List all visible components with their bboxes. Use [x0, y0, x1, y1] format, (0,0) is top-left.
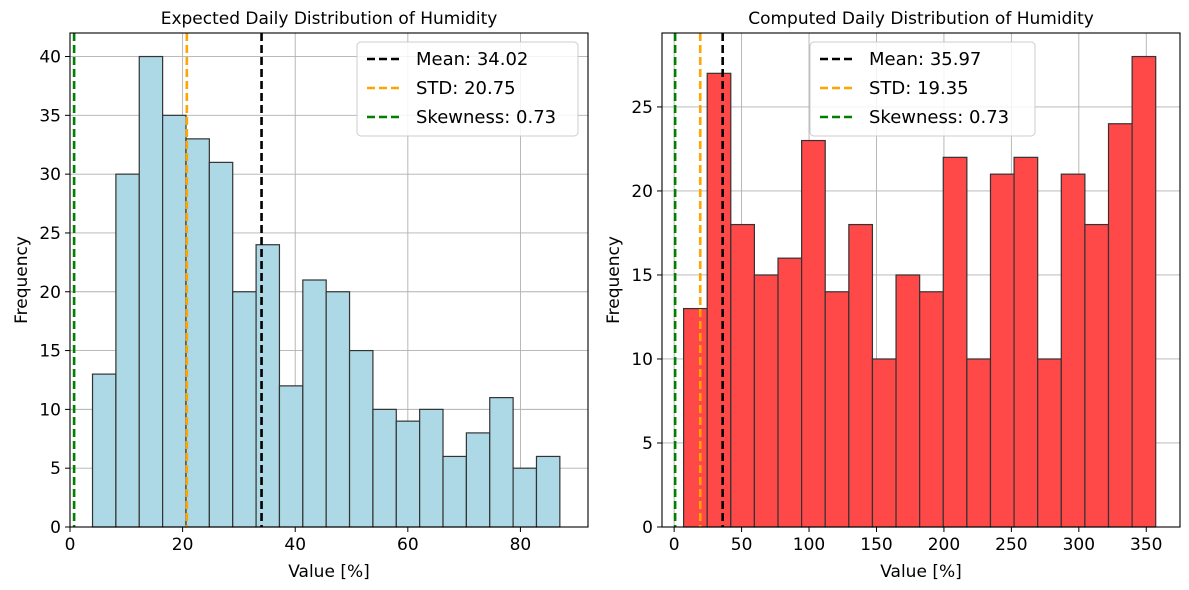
x-tick-label: 100	[793, 535, 825, 555]
legend-box	[356, 41, 579, 137]
x-tick-label: 40	[284, 535, 306, 555]
y-tick-label: 15	[631, 266, 653, 286]
bar	[185, 138, 210, 528]
bar	[489, 397, 514, 528]
y-tick-label: 40	[39, 48, 61, 68]
bar	[919, 291, 944, 528]
axes-frame	[661, 32, 1181, 528]
bar	[942, 156, 968, 528]
y-tick-label: 35	[39, 106, 61, 126]
bar	[162, 114, 187, 528]
x-axis-label: Value [%]	[288, 562, 370, 582]
chart-title: Expected Daily Distribution of Humidity	[161, 9, 498, 29]
bar	[395, 420, 421, 528]
y-tick-label: 30	[39, 165, 61, 185]
y-tick-label: 20	[39, 283, 61, 303]
bars	[682, 55, 1157, 528]
x-tick-label: 350	[1130, 535, 1162, 555]
chart-title: Computed Daily Distribution of Humidity	[748, 9, 1094, 29]
x-tick-label: 200	[928, 535, 960, 555]
legend-entry: Mean: 34.02	[416, 49, 528, 70]
y-tick-label: 15	[39, 342, 61, 362]
bar	[535, 455, 561, 528]
legend-entry: Skewness: 0.73	[416, 107, 556, 128]
x-tick-label: 60	[397, 535, 419, 555]
x-axis-label: Value [%]	[880, 562, 962, 582]
bar	[512, 467, 538, 528]
bar	[255, 244, 281, 528]
bar	[138, 55, 164, 528]
bar	[1107, 123, 1133, 528]
bar	[372, 408, 397, 528]
y-ticks: 0 5 10 15 20 25	[631, 98, 662, 538]
x-tick-label: 300	[1063, 535, 1095, 555]
bar	[824, 291, 850, 528]
y-tick-label: 0	[50, 518, 61, 538]
legend-entry: Mean: 35.97	[869, 49, 981, 70]
x-ticks: 0 50 100 150 200 250 300 350	[669, 527, 1163, 555]
x-tick-label: 20	[172, 535, 194, 555]
bar	[989, 173, 1015, 528]
bar	[682, 307, 708, 528]
legend-entry: STD: 19.35	[869, 78, 969, 99]
bar	[730, 223, 756, 528]
legend-entry: STD: 20.75	[416, 78, 516, 99]
bar	[871, 358, 897, 528]
y-tick-label: 10	[631, 350, 653, 370]
bar	[115, 173, 140, 528]
chart-1: 0 20 40 60 80 0 5 10 15 20 25 30 35 40 Expected Daily …	[12, 9, 589, 582]
legend: Mean: 35.97 STD: 19.35 Skewness: 0.73	[809, 41, 1036, 137]
x-tick-label: 250	[995, 535, 1027, 555]
bar	[966, 358, 992, 528]
bar	[1013, 156, 1039, 528]
bar	[419, 408, 444, 528]
chart-2: 0 50 100 150 200 250 300 350 0 5 10 15 20 25 Computed …	[604, 9, 1181, 582]
y-tick-label: 5	[50, 459, 61, 479]
bar	[302, 279, 327, 528]
bar	[801, 139, 826, 528]
x-tick-label: 50	[731, 535, 753, 555]
y-tick-label: 5	[642, 434, 653, 454]
bar	[278, 385, 304, 528]
y-tick-label: 10	[39, 400, 61, 420]
y-tick-label: 25	[631, 98, 653, 118]
y-tick-label: 0	[642, 518, 653, 538]
bar	[1131, 55, 1157, 528]
legend: Mean: 34.02 STD: 20.75 Skewness: 0.73	[356, 41, 579, 137]
bar	[706, 72, 732, 528]
bar	[325, 291, 351, 528]
bar	[848, 223, 874, 528]
x-ticks: 0 20 40 60 80	[65, 527, 532, 555]
bar	[753, 274, 779, 528]
legend-box	[809, 41, 1036, 137]
bar	[442, 455, 467, 528]
x-tick-label: 0	[65, 535, 76, 555]
x-tick-label: 80	[510, 535, 532, 555]
bar	[1060, 173, 1086, 528]
bar	[465, 432, 491, 528]
y-tick-label: 20	[631, 182, 653, 202]
y-axis-label: Frequency	[604, 236, 624, 324]
bar	[895, 274, 921, 528]
y-axis-label: Frequency	[12, 236, 32, 324]
x-tick-label: 0	[669, 535, 680, 555]
bar	[1037, 358, 1062, 528]
legend-entry: Skewness: 0.73	[869, 107, 1009, 128]
bar	[1084, 223, 1110, 528]
axes-frame	[69, 32, 589, 528]
bar	[91, 373, 117, 528]
bar	[232, 291, 257, 528]
bar	[208, 161, 234, 528]
bar	[777, 257, 803, 528]
y-tick-label: 25	[39, 224, 61, 244]
bar	[348, 349, 374, 528]
y-ticks: 0 5 10 15 20 25 30 35 40	[39, 48, 70, 538]
x-tick-label: 150	[860, 535, 892, 555]
